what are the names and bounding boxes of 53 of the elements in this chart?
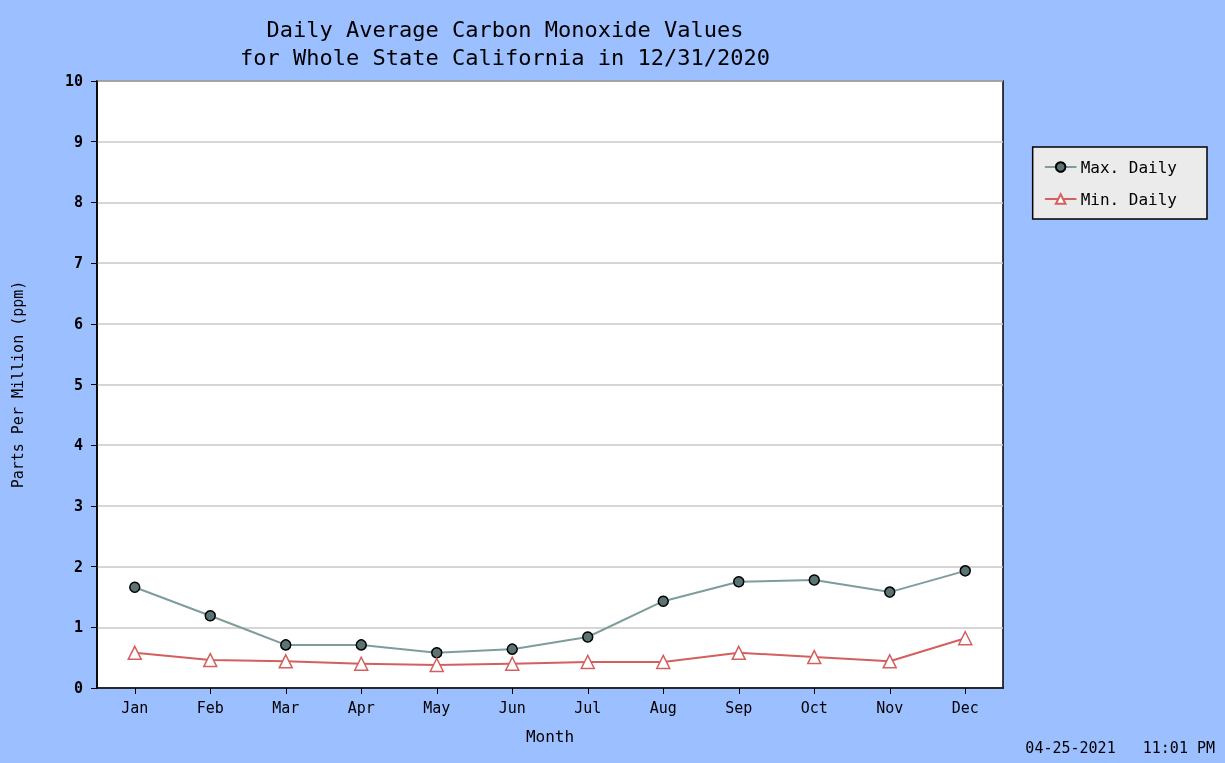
point [429,657,444,673]
point [505,656,520,671]
point [808,574,820,586]
chart-title: Daily Average Carbon Monoxide Values for Whole State California in 12/31/2020 [240,16,770,70]
point [656,654,671,670]
x-tick-label: Nov [876,698,904,717]
y-axis-title: Parts Per Million (ppm) [8,280,27,489]
y-tick-label: 6 [73,314,83,333]
point [129,581,141,593]
x-tick-label: Mar [272,698,300,717]
y-tick-label: 2 [73,557,83,576]
x-axis-title: Month [525,726,575,746]
x-tick-label: Jun [498,698,526,717]
point [882,654,897,669]
point [431,647,443,659]
y-tick-label: 7 [73,254,83,273]
y-tick-label: 8 [73,193,83,212]
point [582,631,594,643]
x-tick-label: Feb [196,698,224,717]
point [657,595,669,607]
y-tick-label: 0 [73,679,83,697]
x-tick-label: Dec [951,698,979,717]
point [354,656,369,671]
x-tick-label: Jan [121,698,149,717]
point [127,645,142,661]
legend-label: Max. Daily [1080,157,1178,177]
x-tick-label: Oct [800,698,828,717]
x-tick-label: Apr [347,698,375,717]
point [958,630,973,646]
point [731,645,746,661]
point [733,576,745,588]
x-tick-label: May [423,698,451,717]
legend-label: Min. Daily [1080,189,1178,209]
y-tick-label: 1 [73,618,83,637]
x-tick-label: Sep [725,698,753,717]
point [580,654,595,670]
y-tick-label: 3 [73,496,83,515]
y-tick-label: 4 [73,436,83,455]
point [280,639,292,651]
point [506,643,518,655]
point [278,654,293,669]
point [959,565,971,577]
point [203,652,218,668]
y-tick-label: 5 [73,375,83,394]
point [884,586,896,598]
point [355,639,367,651]
y-tick-label: 10 [64,72,83,90]
x-tick-label: Jul [574,698,602,717]
point [807,649,822,665]
x-tick-label: Aug [649,698,677,717]
point [204,610,216,622]
text: 04-25-2021 11:01 PM [1025,738,1216,757]
y-tick-label: 9 [73,132,83,151]
